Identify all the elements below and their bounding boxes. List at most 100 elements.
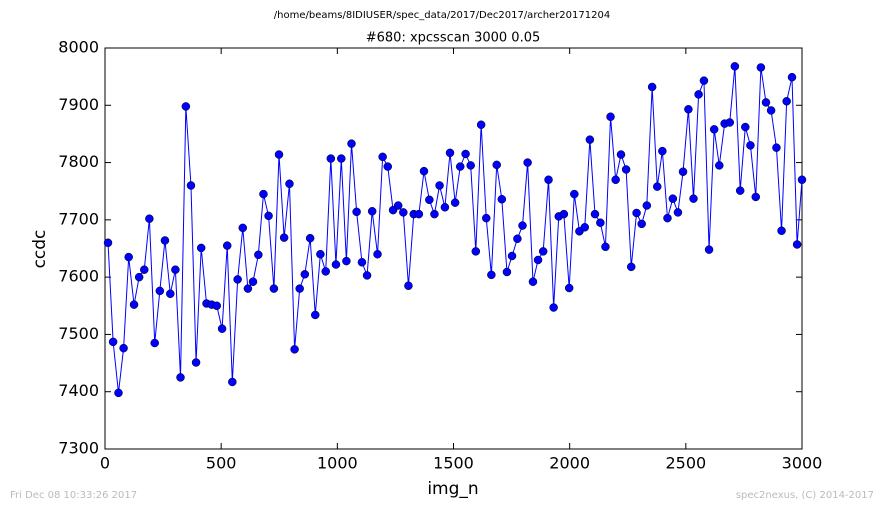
marker: [704, 245, 714, 254]
marker: [191, 358, 201, 367]
marker: [440, 203, 450, 212]
marker: [694, 90, 703, 99]
marker: [274, 150, 284, 159]
marker: [419, 166, 429, 176]
plot-frame: [104, 47, 803, 450]
marker: [119, 343, 128, 353]
marker: [590, 209, 600, 219]
marker: [316, 249, 325, 259]
marker: [585, 135, 595, 144]
marker: [134, 272, 144, 282]
marker: [326, 154, 336, 163]
marker: [222, 241, 232, 250]
marker: [445, 148, 455, 158]
marker: [772, 143, 781, 152]
marker: [248, 277, 258, 286]
marker: [611, 175, 620, 185]
marker: [787, 72, 797, 82]
marker: [792, 240, 802, 249]
footer-left: Fri Dec 08 10:33:26 2017: [10, 490, 137, 501]
marker: [259, 189, 268, 199]
line: [107, 66, 803, 393]
marker: [471, 247, 481, 256]
marker: [528, 277, 538, 286]
marker: [217, 324, 227, 333]
marker: [425, 195, 434, 205]
marker: [160, 236, 170, 245]
marker: [725, 118, 734, 127]
y-tick-label: 7900: [58, 95, 99, 114]
marker: [513, 234, 522, 244]
y-tick-label: 7700: [58, 209, 99, 228]
marker: [777, 226, 786, 235]
marker: [228, 377, 237, 387]
marker: [140, 265, 149, 274]
marker: [668, 194, 678, 203]
marker: [653, 182, 662, 191]
marker: [647, 82, 657, 92]
marker: [378, 152, 387, 162]
marker: [455, 162, 465, 171]
y-tick-label: 8000: [58, 38, 99, 57]
marker: [196, 243, 206, 253]
y-tick-label: 7300: [58, 439, 99, 458]
y-tick-label: 7600: [58, 267, 99, 286]
marker: [544, 175, 553, 185]
marker: [549, 303, 558, 312]
marker: [538, 247, 548, 256]
marker: [347, 139, 356, 148]
marker: [305, 233, 315, 243]
marker: [399, 208, 408, 217]
series: [103, 62, 807, 398]
marker: [166, 289, 175, 299]
marker: [642, 201, 652, 210]
marker: [564, 283, 574, 293]
marker: [626, 262, 636, 272]
marker: [352, 207, 361, 217]
marker: [559, 209, 569, 219]
marker: [673, 208, 683, 217]
marker: [279, 233, 289, 242]
marker: [746, 141, 755, 150]
marker: [632, 208, 641, 218]
y-tick-label: 7500: [58, 324, 99, 343]
marker: [482, 213, 491, 223]
marker: [766, 106, 776, 115]
marker: [176, 373, 185, 382]
marker: [797, 175, 807, 185]
marker: [300, 270, 310, 279]
marker: [264, 211, 273, 221]
marker: [461, 149, 470, 159]
marker: [523, 158, 532, 167]
y-tick-label: 7800: [58, 152, 99, 171]
marker: [606, 112, 615, 121]
marker: [337, 154, 346, 163]
marker: [114, 388, 123, 398]
marker: [254, 250, 263, 260]
marker: [637, 219, 646, 229]
marker: [601, 242, 610, 252]
marker: [186, 181, 196, 190]
suptitle: /home/beams/8IDIUSER/spec_data/2017/Dec2…: [274, 10, 610, 21]
marker: [663, 213, 672, 223]
marker: [699, 76, 709, 85]
marker: [450, 198, 460, 207]
marker: [761, 98, 771, 107]
marker: [373, 249, 382, 259]
marker: [383, 162, 392, 171]
x-tick-label: 3000: [782, 454, 823, 473]
marker: [596, 218, 605, 227]
marker: [155, 286, 165, 296]
marker: [502, 267, 512, 277]
marker: [756, 63, 766, 72]
chart-title: #680: xpcsscan 3000 0.05: [366, 31, 541, 46]
marker: [295, 284, 304, 293]
marker: [715, 161, 724, 170]
x-tick-label: 1000: [317, 454, 358, 473]
marker: [430, 209, 439, 219]
marker: [362, 271, 372, 280]
x-axis-label: img_n: [427, 479, 478, 499]
marker: [243, 284, 253, 293]
